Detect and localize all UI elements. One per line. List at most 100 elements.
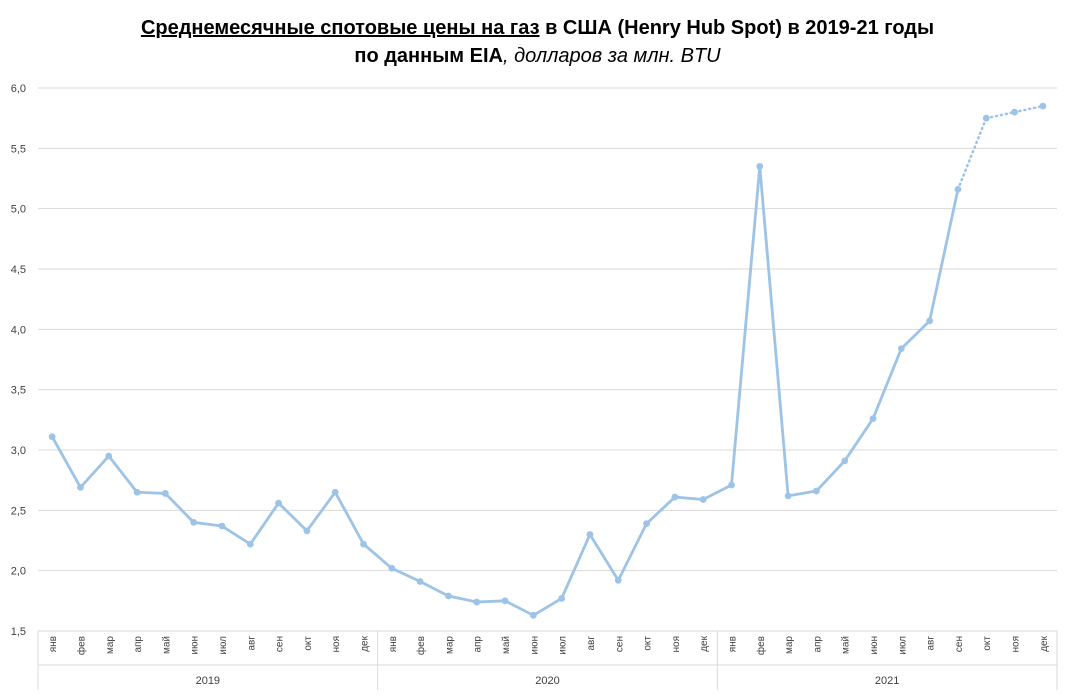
series-segment xyxy=(277,501,309,533)
data-point xyxy=(246,540,254,548)
series-segment xyxy=(305,490,337,533)
x-tick-label: июл xyxy=(897,636,908,655)
data-point xyxy=(614,576,622,584)
data-point xyxy=(275,499,282,507)
y-tick-label: 3,0 xyxy=(11,445,26,457)
year-label: 2020 xyxy=(535,675,559,687)
data-point xyxy=(77,484,84,491)
x-tick-label: янв xyxy=(48,636,59,652)
series-segment xyxy=(616,522,648,582)
series-segment xyxy=(503,599,535,617)
x-tick-label: сен xyxy=(614,636,625,652)
x-tick-label: ноя xyxy=(331,636,342,653)
data-point xyxy=(445,592,452,600)
x-tick-label: май xyxy=(161,636,172,654)
title-source-part: по данным EIA xyxy=(354,45,503,67)
year-label: 2021 xyxy=(875,675,899,687)
x-tick-label: июн xyxy=(869,636,880,655)
data-point xyxy=(926,317,934,325)
x-tick-label: авг xyxy=(246,636,257,651)
y-tick-label: 4,5 xyxy=(11,264,26,276)
series-segment xyxy=(560,533,592,600)
data-point xyxy=(586,531,594,538)
series-segment xyxy=(843,417,875,463)
chart-title-line1: Среднемесячные спотовые цены на газ в СШ… xyxy=(0,14,1075,42)
data-point xyxy=(699,496,707,503)
data-point xyxy=(190,519,198,526)
data-point xyxy=(303,527,311,535)
x-tick-label: дек xyxy=(360,635,371,651)
data-point xyxy=(643,520,650,528)
data-point xyxy=(558,595,566,602)
title-underlined-part: Среднемесячные спотовые цены на газ xyxy=(140,17,540,39)
series-segment xyxy=(701,483,733,501)
chart-title-line2: по данным EIA, долларов за млн. BTU xyxy=(0,42,1075,70)
x-tick-label: июл xyxy=(218,636,229,655)
series-segment xyxy=(333,490,365,546)
data-point xyxy=(813,487,820,495)
series-segment xyxy=(135,490,167,495)
x-tick-label: апр xyxy=(812,636,823,653)
series-segment xyxy=(362,542,394,570)
x-tick-label: фев xyxy=(755,636,767,655)
series-segment xyxy=(390,566,422,583)
data-point xyxy=(756,163,764,170)
series-segment xyxy=(531,597,564,617)
series-segment xyxy=(107,454,139,494)
x-tick-label: фев xyxy=(415,636,427,655)
y-tick-label: 5,0 xyxy=(11,204,26,216)
data-point xyxy=(1039,102,1047,110)
series-segment xyxy=(418,580,450,598)
data-point xyxy=(897,345,905,353)
y-tick-label: 2,0 xyxy=(11,566,26,578)
data-point xyxy=(982,114,990,122)
y-tick-label: 3,5 xyxy=(11,385,26,397)
series-segment-estimate xyxy=(1013,104,1045,114)
data-point xyxy=(218,522,226,530)
x-tick-label: дек xyxy=(1039,635,1050,651)
data-point xyxy=(105,452,113,460)
data-point xyxy=(161,490,169,497)
series-segment-estimate xyxy=(956,116,988,191)
data-point xyxy=(331,488,339,496)
series-segment xyxy=(192,521,224,528)
data-point xyxy=(48,433,56,441)
data-point xyxy=(529,611,537,619)
x-tick-label: июн xyxy=(529,636,540,655)
series-segment xyxy=(786,489,818,498)
x-tick-label: дек xyxy=(699,635,710,651)
data-point xyxy=(388,564,396,572)
series-segment xyxy=(220,524,252,546)
series-segment xyxy=(871,347,903,421)
data-point xyxy=(133,488,141,496)
title-rest-part: в США (Henry Hub Spot) в 2019-21 годы xyxy=(539,17,935,39)
x-tick-label: янв xyxy=(388,636,399,652)
data-point xyxy=(1011,108,1018,116)
data-point xyxy=(841,457,849,465)
x-tick-label: сен xyxy=(275,636,286,652)
data-point xyxy=(416,578,424,585)
x-tick-label: авг xyxy=(926,636,937,651)
x-tick-label: окт xyxy=(982,636,993,651)
series-segment xyxy=(928,187,960,323)
data-point xyxy=(671,493,679,501)
data-point xyxy=(954,185,962,193)
series-segment xyxy=(758,165,790,498)
gridlines xyxy=(38,87,1057,632)
y-tick-label: 1,5 xyxy=(11,626,26,638)
y-tick-label: 2,5 xyxy=(11,505,26,517)
x-tick-label: мар xyxy=(444,636,455,654)
x-tick-label: мар xyxy=(784,636,795,654)
x-tick-label: окт xyxy=(303,636,314,651)
series-segment xyxy=(79,454,111,489)
series-segment xyxy=(447,594,479,604)
data-point xyxy=(784,492,792,500)
x-tick-label: ноя xyxy=(671,636,682,653)
series-segment-estimate xyxy=(984,110,1016,120)
data-point xyxy=(869,415,877,423)
x-tick-label: апр xyxy=(473,636,484,653)
data-point xyxy=(473,598,481,606)
data-point xyxy=(728,481,735,489)
series-segment xyxy=(730,165,762,487)
